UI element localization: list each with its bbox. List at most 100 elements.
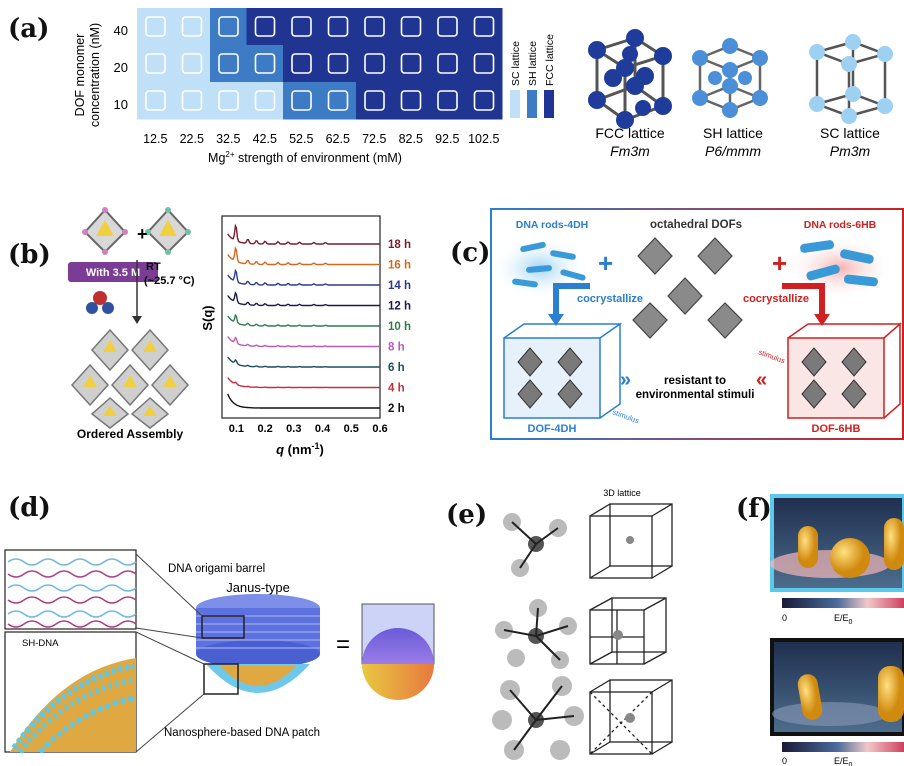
condition-pill [68,262,158,282]
phase-cell [246,45,284,83]
a-ytick-40: 40 [114,23,128,38]
phase-cell-marker [254,16,276,37]
panel-c: DNA rods-4DH octahedral DOFs DNA rods-6H… [490,208,904,440]
saxs-xtick: 0.5 [344,423,359,435]
phase-cell-marker [400,16,422,37]
saxs-xlabel: q (nm-1) [276,441,324,457]
e-lattice-cubes [589,503,673,755]
dof-6hb-crystal [787,322,902,419]
f-cbar-label-bottom: E/E0 [834,756,853,766]
f-top-render [770,494,904,592]
janus-particle [361,603,435,700]
origami-barrel [196,594,320,695]
c-chevrons-right: « [756,369,767,391]
phase-cell-marker [254,53,276,74]
saxs-time-label: 2 h [388,403,405,415]
phase-cell-marker [473,16,495,37]
panel-d: SH-DNA DNA origami barrel Janus-type Nan… [4,549,435,754]
phase-cell-marker [181,90,203,111]
phase-cell [465,8,503,46]
saxs-time-label: 10 h [388,321,411,333]
saxs-curve [227,393,380,409]
phase-cell [356,8,393,46]
phase-cell-marker [364,16,385,37]
phase-cell-marker [218,53,239,74]
c-plus-left: + [598,248,613,278]
saxs-curve [227,356,380,368]
phase-cell-marker [437,53,458,74]
phase-cell-marker [437,16,458,37]
phase-cell [392,82,430,120]
dof-4dh-crystal [503,322,623,419]
phase-cell [246,8,284,46]
phase-cell [173,82,211,120]
phase-cell-marker [364,53,385,74]
phase-cell-marker [400,53,422,74]
phase-cell [137,45,174,83]
saxs-curve [227,377,380,389]
f-colorbar-top [782,598,904,608]
phase-cell [283,45,320,83]
saxs-ylabel: S(q) [200,305,215,330]
saxs-xtick: 0.2 [257,423,272,435]
resistant-line2: environmental stimuli [636,389,755,401]
phase-cell-marker [473,90,495,111]
panel-a-heatmap: DOF monomer concentration (nM) 40 20 10 … [73,8,893,165]
panel-f-label: (f) [736,494,772,524]
b-rt: RT [146,261,161,273]
a-xtick: 72.5 [362,132,386,146]
a-legend-sh: SH lattice [527,41,539,86]
phase-cell [319,45,357,83]
f-cbar-min-bottom: 0 [782,756,787,766]
phase-cell-marker [291,90,312,111]
phase-cell [465,45,503,83]
phase-cell [283,82,320,120]
phase-cell-marker [364,90,385,111]
phase-cell [246,82,284,120]
resistant-line1: resistant to [664,375,726,387]
phase-cell [173,8,211,46]
phase-cell-marker [327,53,349,74]
octahedral-label: octahedral DOFs [650,219,742,231]
b-plus: + [137,224,148,244]
phase-cell [429,8,466,46]
a-xtick: 62.5 [326,132,350,146]
phase-cell-marker [437,90,458,111]
a-xtick: 82.5 [399,132,423,146]
a-ylabel-1: DOF monomer [73,34,87,117]
saxs-xticks: 0.1 0.2 0.3 0.4 0.5 0.6 [229,423,388,435]
sh-lattice-name: SH lattice [703,125,763,141]
a-xtick: 12.5 [143,132,167,146]
a-xlabel: Mg2+ strength of environment (mM) [208,150,402,165]
phase-cell [429,45,466,83]
phase-cell [356,82,393,120]
a-xtick: 42.5 [253,132,277,146]
saxs-curve [227,223,380,245]
phase-cell-marker [145,53,166,74]
phase-cell [392,8,430,46]
phase-cell [429,82,466,120]
f-bottom-render [770,638,904,736]
sc-lattice-name: SC lattice [820,125,880,141]
dna-strand-inset [4,549,137,630]
sh-dna-inset [4,631,137,754]
saxs-curves [227,223,380,409]
phase-cell [210,45,247,83]
phase-cell-marker [218,16,239,37]
saxs-time-label: 16 h [388,260,411,272]
saxs-xtick: 0.6 [372,423,387,435]
panel-b-label: (b) [8,240,51,270]
saxs-time-label: 4 h [388,383,405,395]
a-grid [137,8,503,120]
saxs-curve [227,268,380,286]
saxs-xtick: 0.3 [286,423,301,435]
panel-e: 3D lattice [492,488,673,760]
dof-monomer-illustration [82,207,191,255]
phase-cell [173,45,211,83]
phase-cell-marker [181,53,203,74]
sh-lattice-illustration [692,38,768,118]
a-legend-sc: SC lattice [510,41,522,86]
phase-cell-marker [218,90,239,111]
dof-4dh-label: DOF-4DH [528,423,577,435]
e-title: 3D lattice [603,488,641,498]
